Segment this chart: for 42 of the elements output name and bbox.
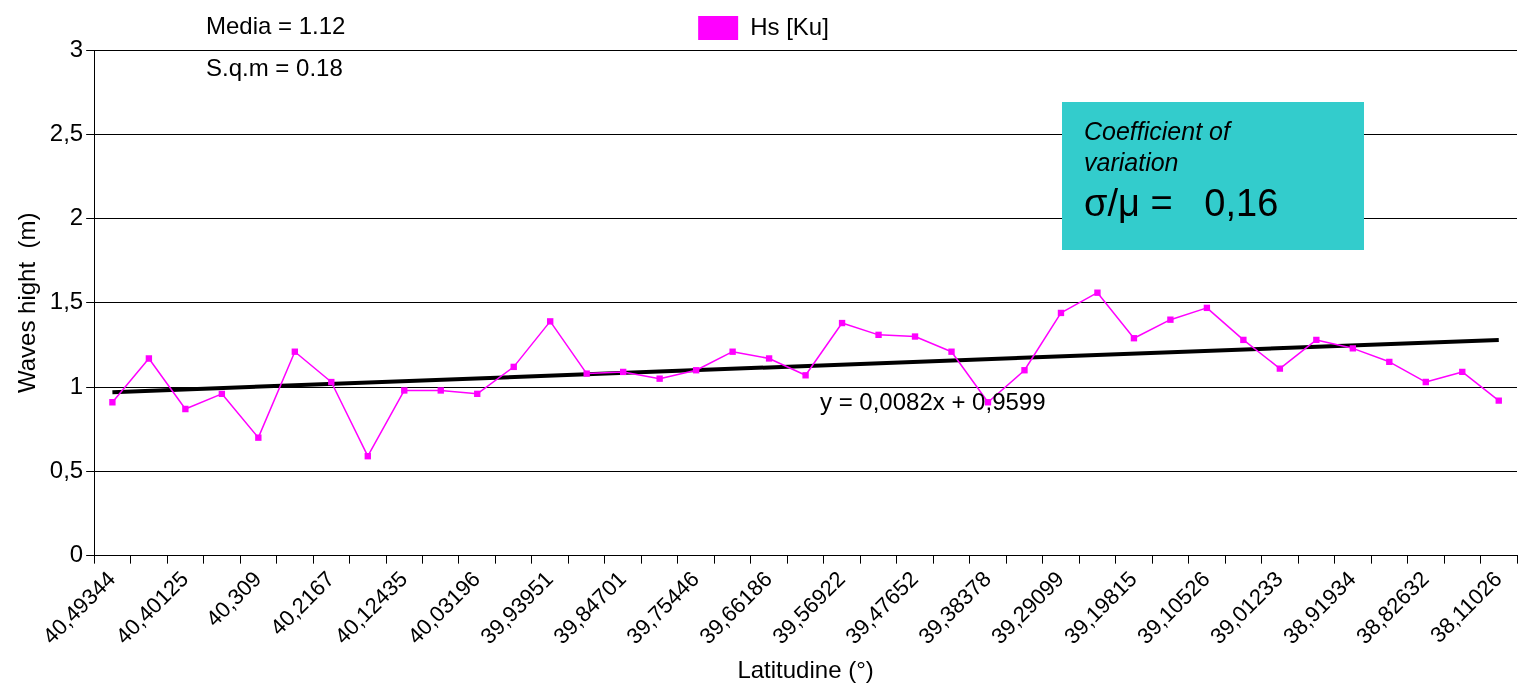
y-axis-title: Waves hight (m) bbox=[13, 212, 41, 394]
point bbox=[911, 333, 919, 340]
point bbox=[1276, 365, 1284, 372]
y-tick-label: 2 bbox=[69, 203, 84, 231]
text-box: Coefficient of variation σ/μ = 0,16 bbox=[1062, 102, 1364, 250]
point bbox=[401, 387, 408, 394]
point bbox=[1094, 289, 1101, 296]
legend-label: Hs [Ku] bbox=[750, 12, 829, 40]
y-tick-label: 1,5 bbox=[49, 287, 84, 315]
point bbox=[802, 372, 809, 379]
point bbox=[948, 348, 955, 355]
point bbox=[182, 405, 189, 413]
point bbox=[255, 434, 262, 441]
point bbox=[1349, 345, 1357, 352]
point bbox=[583, 370, 590, 377]
x-axis-title: Latitudine (°) bbox=[737, 656, 874, 684]
y-tick-label: 0 bbox=[69, 540, 84, 568]
point bbox=[1495, 397, 1502, 404]
y-tick-label: 0,5 bbox=[49, 456, 84, 483]
point bbox=[1422, 378, 1429, 386]
y-tick-label: 2,5 bbox=[49, 118, 84, 146]
point bbox=[656, 375, 663, 382]
point bbox=[1313, 336, 1320, 344]
point bbox=[1167, 316, 1174, 323]
y-tick-label: 3 bbox=[69, 34, 84, 62]
annotation: S.q.m = 0.18 bbox=[206, 54, 343, 82]
point bbox=[109, 399, 116, 406]
text: Media = 1.12 bbox=[206, 12, 346, 40]
y-tick-label: 1 bbox=[69, 371, 84, 399]
point bbox=[765, 355, 773, 362]
point bbox=[1021, 367, 1028, 374]
point bbox=[729, 348, 736, 355]
point bbox=[619, 368, 627, 376]
point bbox=[145, 355, 153, 362]
point bbox=[1240, 336, 1247, 344]
annotation: σ/μ = 0,16 bbox=[1084, 182, 1280, 225]
point bbox=[437, 387, 444, 394]
point bbox=[875, 331, 882, 339]
point bbox=[1459, 368, 1466, 376]
annotation: y = 0,0082x + 0,9599 bbox=[820, 387, 1046, 415]
point bbox=[547, 318, 554, 325]
annotation: Coefficient of variation bbox=[1084, 116, 1233, 178]
